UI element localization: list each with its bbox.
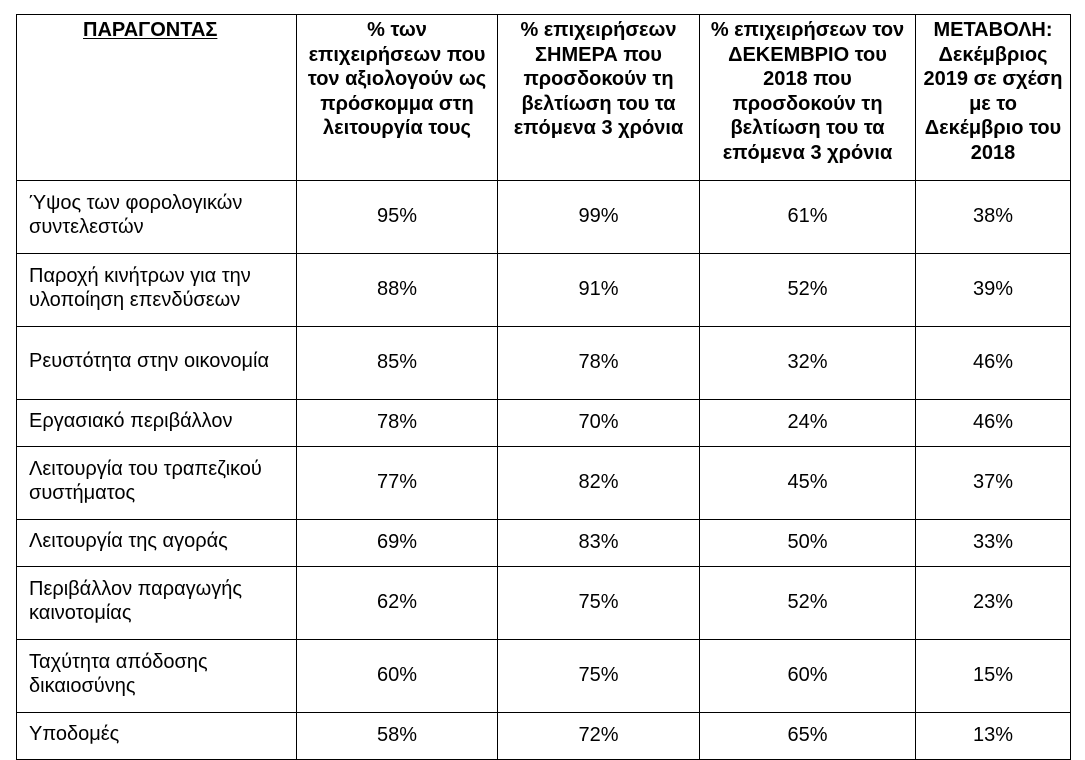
expect-today-cell: 82%	[497, 446, 700, 520]
change-cell: 38%	[915, 180, 1071, 254]
header-factor-label: ΠΑΡΑΓΟΝΤΑΣ	[83, 19, 218, 41]
header-change: ΜΕΤΑΒΟΛΗ: Δεκέμβριος 2019 σε σχέση με το…	[915, 14, 1071, 181]
obstacle-cell: 85%	[296, 326, 498, 400]
table-row: Λειτουργία του τραπεζικού συστήματος 77%…	[16, 446, 1071, 520]
expect-today-cell: 70%	[497, 399, 700, 447]
expect-today-cell: 99%	[497, 180, 700, 254]
factor-cell: Εργασιακό περιβάλλον	[16, 399, 297, 447]
obstacle-cell: 60%	[296, 639, 498, 713]
table-header-row: ΠΑΡΑΓΟΝΤΑΣ % των επιχειρήσεων που τον αξ…	[16, 14, 1071, 181]
factor-cell: Ρευστότητα στην οικονομία	[16, 326, 297, 400]
factor-cell: Υποδομές	[16, 712, 297, 760]
obstacle-cell: 69%	[296, 519, 498, 567]
factors-table: ΠΑΡΑΓΟΝΤΑΣ % των επιχειρήσεων που τον αξ…	[16, 14, 1071, 760]
expect-today-cell: 91%	[497, 253, 700, 327]
change-cell: 46%	[915, 326, 1071, 400]
table-row: Υποδομές 58% 72% 65% 13%	[16, 712, 1071, 760]
change-cell: 39%	[915, 253, 1071, 327]
header-expect-today: % επιχειρήσεων ΣΗΜΕΡΑ που προσδοκούν τη …	[497, 14, 700, 181]
header-expect-dec-2018: % επιχειρήσεων τον ΔΕΚΕΜΒΡΙΟ του 2018 πο…	[699, 14, 916, 181]
header-factor: ΠΑΡΑΓΟΝΤΑΣ	[16, 14, 297, 181]
obstacle-cell: 88%	[296, 253, 498, 327]
expect-dec-2018-cell: 24%	[699, 399, 916, 447]
factor-cell: Ύψος των φορολογικών συντελεστών	[16, 180, 297, 254]
table-row: Ύψος των φορολογικών συντελεστών 95% 99%…	[16, 180, 1071, 254]
expect-today-cell: 83%	[497, 519, 700, 567]
factor-cell: Παροχή κινήτρων για την υλοποίηση επενδύ…	[16, 253, 297, 327]
expect-today-cell: 72%	[497, 712, 700, 760]
expect-dec-2018-cell: 32%	[699, 326, 916, 400]
obstacle-cell: 95%	[296, 180, 498, 254]
table-row: Ρευστότητα στην οικονομία 85% 78% 32% 46…	[16, 326, 1071, 400]
factor-cell: Λειτουργία της αγοράς	[16, 519, 297, 567]
expect-today-cell: 75%	[497, 566, 700, 640]
expect-today-cell: 75%	[497, 639, 700, 713]
change-cell: 13%	[915, 712, 1071, 760]
obstacle-cell: 58%	[296, 712, 498, 760]
obstacle-cell: 77%	[296, 446, 498, 520]
expect-dec-2018-cell: 52%	[699, 566, 916, 640]
expect-dec-2018-cell: 50%	[699, 519, 916, 567]
table-row: Ταχύτητα απόδοσης δικαιοσύνης 60% 75% 60…	[16, 639, 1071, 713]
change-cell: 37%	[915, 446, 1071, 520]
factor-cell: Ταχύτητα απόδοσης δικαιοσύνης	[16, 639, 297, 713]
header-obstacle: % των επιχειρήσεων που τον αξιολογούν ως…	[296, 14, 498, 181]
factor-cell: Περιβάλλον παραγωγής καινοτομίας	[16, 566, 297, 640]
table-row: Λειτουργία της αγοράς 69% 83% 50% 33%	[16, 519, 1071, 567]
change-cell: 46%	[915, 399, 1071, 447]
expect-dec-2018-cell: 52%	[699, 253, 916, 327]
obstacle-cell: 78%	[296, 399, 498, 447]
obstacle-cell: 62%	[296, 566, 498, 640]
expect-today-cell: 78%	[497, 326, 700, 400]
expect-dec-2018-cell: 45%	[699, 446, 916, 520]
expect-dec-2018-cell: 60%	[699, 639, 916, 713]
expect-dec-2018-cell: 65%	[699, 712, 916, 760]
change-cell: 33%	[915, 519, 1071, 567]
expect-dec-2018-cell: 61%	[699, 180, 916, 254]
table-row: Περιβάλλον παραγωγής καινοτομίας 62% 75%…	[16, 566, 1071, 640]
table-row: Εργασιακό περιβάλλον 78% 70% 24% 46%	[16, 399, 1071, 447]
change-cell: 23%	[915, 566, 1071, 640]
factor-cell: Λειτουργία του τραπεζικού συστήματος	[16, 446, 297, 520]
change-cell: 15%	[915, 639, 1071, 713]
table-row: Παροχή κινήτρων για την υλοποίηση επενδύ…	[16, 253, 1071, 327]
